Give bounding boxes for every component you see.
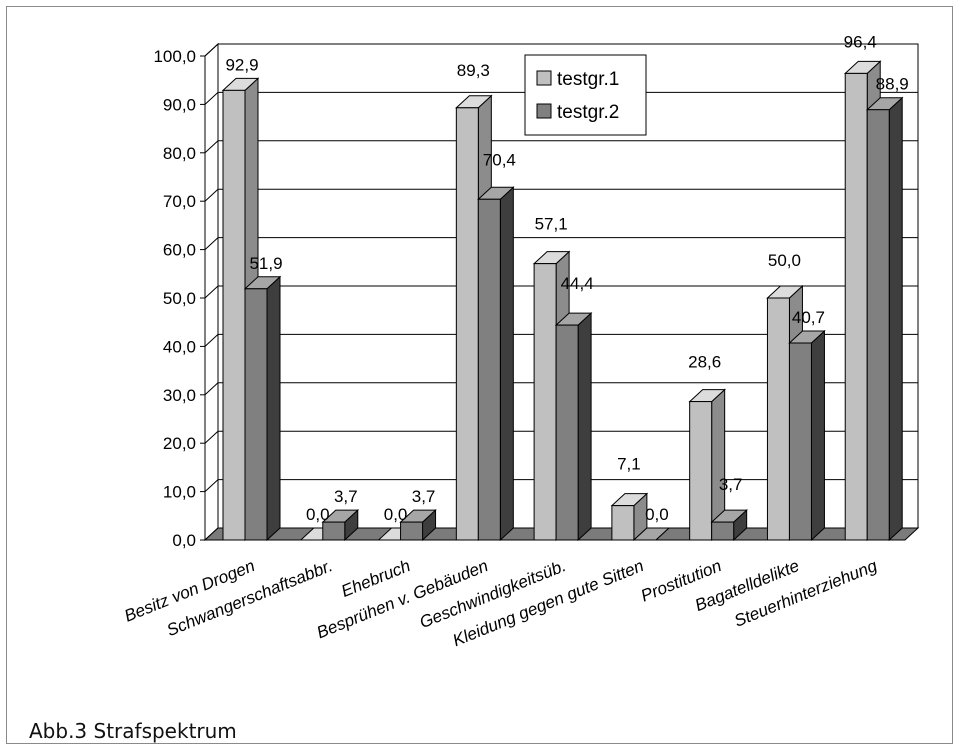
y-tick-label: 50,0: [163, 289, 196, 308]
gridline: [204, 237, 918, 250]
y-tick-label: 100,0: [153, 47, 196, 66]
bar-1: [533, 263, 557, 541]
data-label: 0,0: [306, 505, 330, 524]
gridline: [204, 140, 918, 154]
legend-box: [524, 54, 647, 136]
data-label: 7,1: [617, 455, 641, 474]
y-tick-label: 80,0: [163, 144, 196, 163]
legend-label: testgr.1: [557, 69, 619, 90]
bar-1: [844, 72, 868, 541]
data-label: 92,9: [225, 55, 258, 74]
data-label: 0,0: [384, 505, 408, 524]
bar-2: [244, 288, 268, 541]
gridline: [204, 91, 918, 105]
gridline: [204, 285, 918, 299]
bar-2: [400, 521, 424, 541]
data-label: 88,9: [876, 75, 909, 94]
bar-side: [810, 329, 825, 542]
bar-1: [766, 297, 790, 541]
y-tick-label: 10,0: [163, 483, 196, 502]
bar-2: [555, 324, 579, 541]
data-label: 3,7: [334, 487, 358, 506]
y-tick-label: 20,0: [163, 434, 196, 453]
data-label: 70,4: [483, 150, 516, 169]
bar-side: [577, 311, 592, 542]
data-label: 51,9: [249, 254, 282, 273]
y-tick-label: 70,0: [163, 192, 196, 211]
data-label: 44,4: [561, 274, 594, 293]
data-label: 50,0: [768, 251, 801, 270]
data-label: 89,3: [457, 61, 490, 80]
legend-swatch: [536, 103, 552, 119]
y-tick-label: 60,0: [163, 241, 196, 260]
gridline: [204, 333, 918, 347]
y-tick-label: 30,0: [163, 386, 196, 405]
bar-2: [866, 109, 890, 541]
gridline: [204, 430, 918, 444]
y-tick-label: 90,0: [163, 95, 196, 114]
figure-caption: Abb.3 Strafspektrum: [29, 719, 237, 743]
bar-side: [888, 96, 903, 542]
bar-1: [455, 107, 479, 541]
bar-1: [611, 505, 635, 541]
data-label: 3,7: [412, 487, 436, 506]
bar-1: [689, 401, 713, 541]
bar-chart: 0,0 10,0 20,0 30,0 40,0 50,0 60,0 70,0 80,0 90,0 1…: [122, 32, 920, 650]
legend-swatch: [536, 70, 552, 86]
legend-label: testgr.2: [557, 102, 619, 123]
bar-top: [632, 527, 671, 541]
bar-2: [477, 198, 501, 541]
data-label: 0,0: [645, 505, 669, 524]
gridline: [204, 382, 918, 396]
gridline: [204, 188, 918, 202]
gridline: [204, 479, 918, 492]
bar-2: [788, 342, 812, 541]
bar-1: [222, 89, 246, 541]
y-tick-label: 40,0: [163, 337, 196, 356]
gridline: [204, 43, 918, 57]
data-label: 3,7: [719, 475, 743, 494]
category-label: Steuerhinterziehung: [732, 556, 881, 631]
y-tick-label: 0,0: [172, 531, 196, 550]
bar-side: [266, 275, 281, 542]
data-label: 57,1: [535, 215, 568, 234]
bar-side: [499, 186, 514, 542]
bar-2: [711, 521, 735, 541]
data-label: 96,4: [844, 32, 877, 51]
chart-frame: 0,0 10,0 20,0 30,0 40,0 50,0 60,0 70,0 80,0 90,0 1…: [6, 6, 953, 744]
bar-2: [322, 521, 346, 541]
data-label: 28,6: [688, 353, 721, 372]
data-label: 40,7: [792, 308, 825, 327]
